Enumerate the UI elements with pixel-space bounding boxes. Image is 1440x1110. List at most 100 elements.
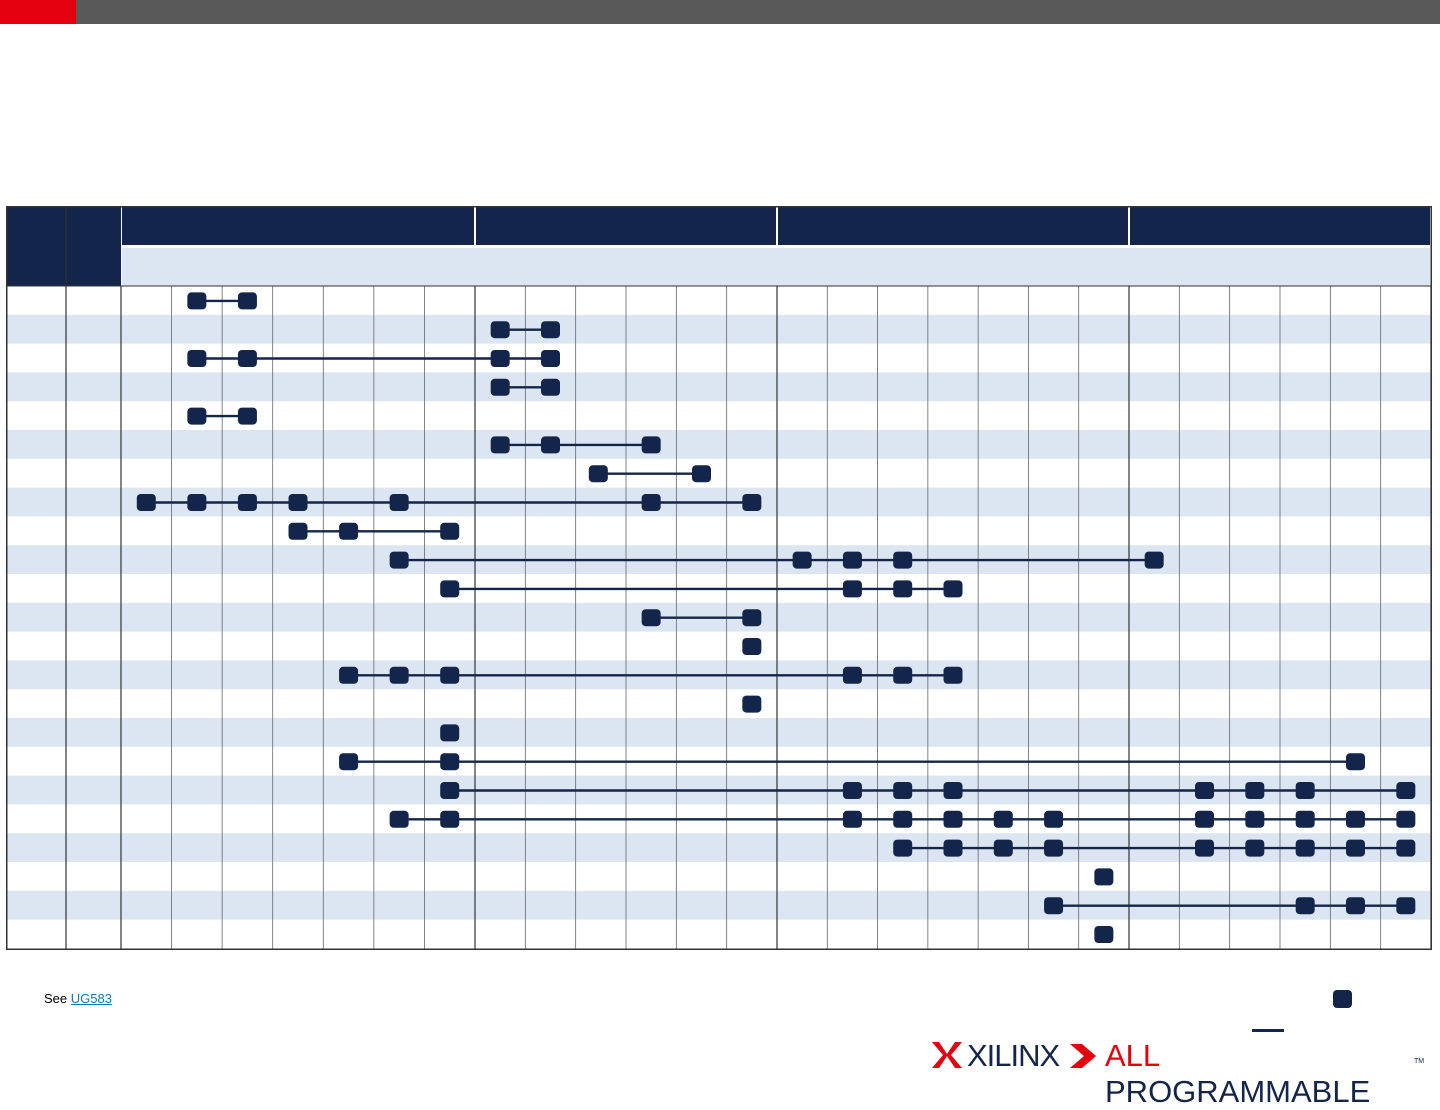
node-marker <box>943 666 963 684</box>
legend-node-marker <box>1333 990 1352 1008</box>
node-marker <box>339 753 359 771</box>
node-marker <box>893 551 913 569</box>
node-marker <box>1295 782 1315 799</box>
node-marker <box>440 724 460 742</box>
row-stripe <box>7 430 1431 459</box>
node-marker <box>389 666 409 684</box>
node-marker <box>389 551 409 569</box>
node-marker <box>288 494 308 511</box>
node-marker <box>1044 897 1064 915</box>
node-marker <box>136 494 156 511</box>
node-marker <box>187 350 207 367</box>
node-marker <box>1346 839 1365 857</box>
title-bar <box>0 0 1440 24</box>
node-marker <box>943 782 963 799</box>
node-marker <box>440 666 460 684</box>
node-marker <box>440 782 460 799</box>
node-marker <box>943 839 963 857</box>
xilinx-mark-icon <box>932 1042 962 1068</box>
row-stripe <box>7 314 1431 344</box>
node-marker <box>742 609 762 627</box>
footnote: See UG583 <box>44 991 112 1006</box>
node-marker <box>1195 810 1214 828</box>
node-marker <box>893 666 913 684</box>
node-marker <box>893 782 913 799</box>
node-marker <box>1245 782 1265 799</box>
node-marker <box>1195 782 1214 799</box>
node-marker <box>1396 897 1416 915</box>
node-marker <box>237 407 257 425</box>
row-label-header <box>6 206 66 286</box>
ug583-link[interactable]: UG583 <box>70 991 112 1006</box>
node-marker <box>541 321 560 339</box>
node-marker <box>893 839 913 857</box>
node-marker <box>1094 926 1114 943</box>
node-marker <box>1396 782 1416 799</box>
node-marker <box>1245 839 1265 857</box>
node-marker <box>641 609 661 627</box>
node-marker <box>993 839 1013 857</box>
title-bar-accent <box>0 0 76 24</box>
node-marker <box>792 551 812 569</box>
matrix-svg <box>6 206 1432 950</box>
node-marker <box>842 810 862 828</box>
node-marker <box>742 638 762 655</box>
table-border <box>6 206 1432 950</box>
node-marker <box>1346 753 1365 771</box>
logo-tagline-part1: ALL <box>1105 1038 1160 1073</box>
group-header-cell <box>122 206 474 245</box>
node-marker <box>893 810 913 828</box>
node-marker <box>842 782 862 799</box>
node-marker <box>1044 810 1064 828</box>
node-marker <box>339 666 359 684</box>
row-label-header-2 <box>66 206 121 286</box>
logo-brand: XILINX <box>967 1038 1060 1073</box>
node-marker <box>1195 839 1214 857</box>
node-marker <box>1295 839 1315 857</box>
node-marker <box>187 407 207 425</box>
node-marker <box>541 436 560 454</box>
node-marker <box>742 695 762 713</box>
node-marker <box>842 666 862 684</box>
chevron-right-icon <box>1070 1044 1096 1068</box>
group-header-cell <box>1130 206 1430 245</box>
node-compatibility-matrix <box>6 206 1432 950</box>
node-marker <box>237 350 257 367</box>
logo-tagline-part2: PROGRAMMABLE <box>1105 1074 1371 1109</box>
node-marker <box>440 753 460 771</box>
node-marker <box>440 522 460 540</box>
node-marker <box>187 494 207 511</box>
node-marker <box>288 522 308 540</box>
node-marker <box>339 522 359 540</box>
node-marker <box>490 321 510 339</box>
node-marker <box>440 810 460 828</box>
node-marker <box>237 292 257 310</box>
node-marker <box>490 350 510 367</box>
node-marker <box>1396 839 1416 857</box>
node-marker <box>440 580 460 598</box>
node-marker <box>237 494 257 511</box>
node-marker <box>1094 868 1114 886</box>
node-marker <box>1295 810 1315 828</box>
node-marker <box>842 551 862 569</box>
row-stripe <box>7 372 1431 402</box>
node-marker <box>187 292 207 310</box>
node-marker <box>692 465 711 483</box>
node-marker <box>541 378 560 396</box>
group-header-cell <box>778 206 1128 245</box>
xilinx-logo: XILINX ALL PROGRAMMABLE TM <box>930 1038 1430 1109</box>
node-marker <box>1144 551 1164 569</box>
node-marker <box>893 580 913 598</box>
node-marker <box>490 436 510 454</box>
node-marker <box>389 810 409 828</box>
node-marker <box>1346 897 1365 915</box>
node-marker <box>1346 810 1365 828</box>
group-header-cell <box>476 206 776 245</box>
subheader-band <box>122 248 1430 286</box>
node-marker <box>943 580 963 598</box>
node-marker <box>1044 839 1064 857</box>
logo-trademark: TM <box>1414 1058 1425 1065</box>
row-stripe <box>7 718 1431 747</box>
node-marker <box>541 350 560 367</box>
node-marker <box>389 494 409 511</box>
